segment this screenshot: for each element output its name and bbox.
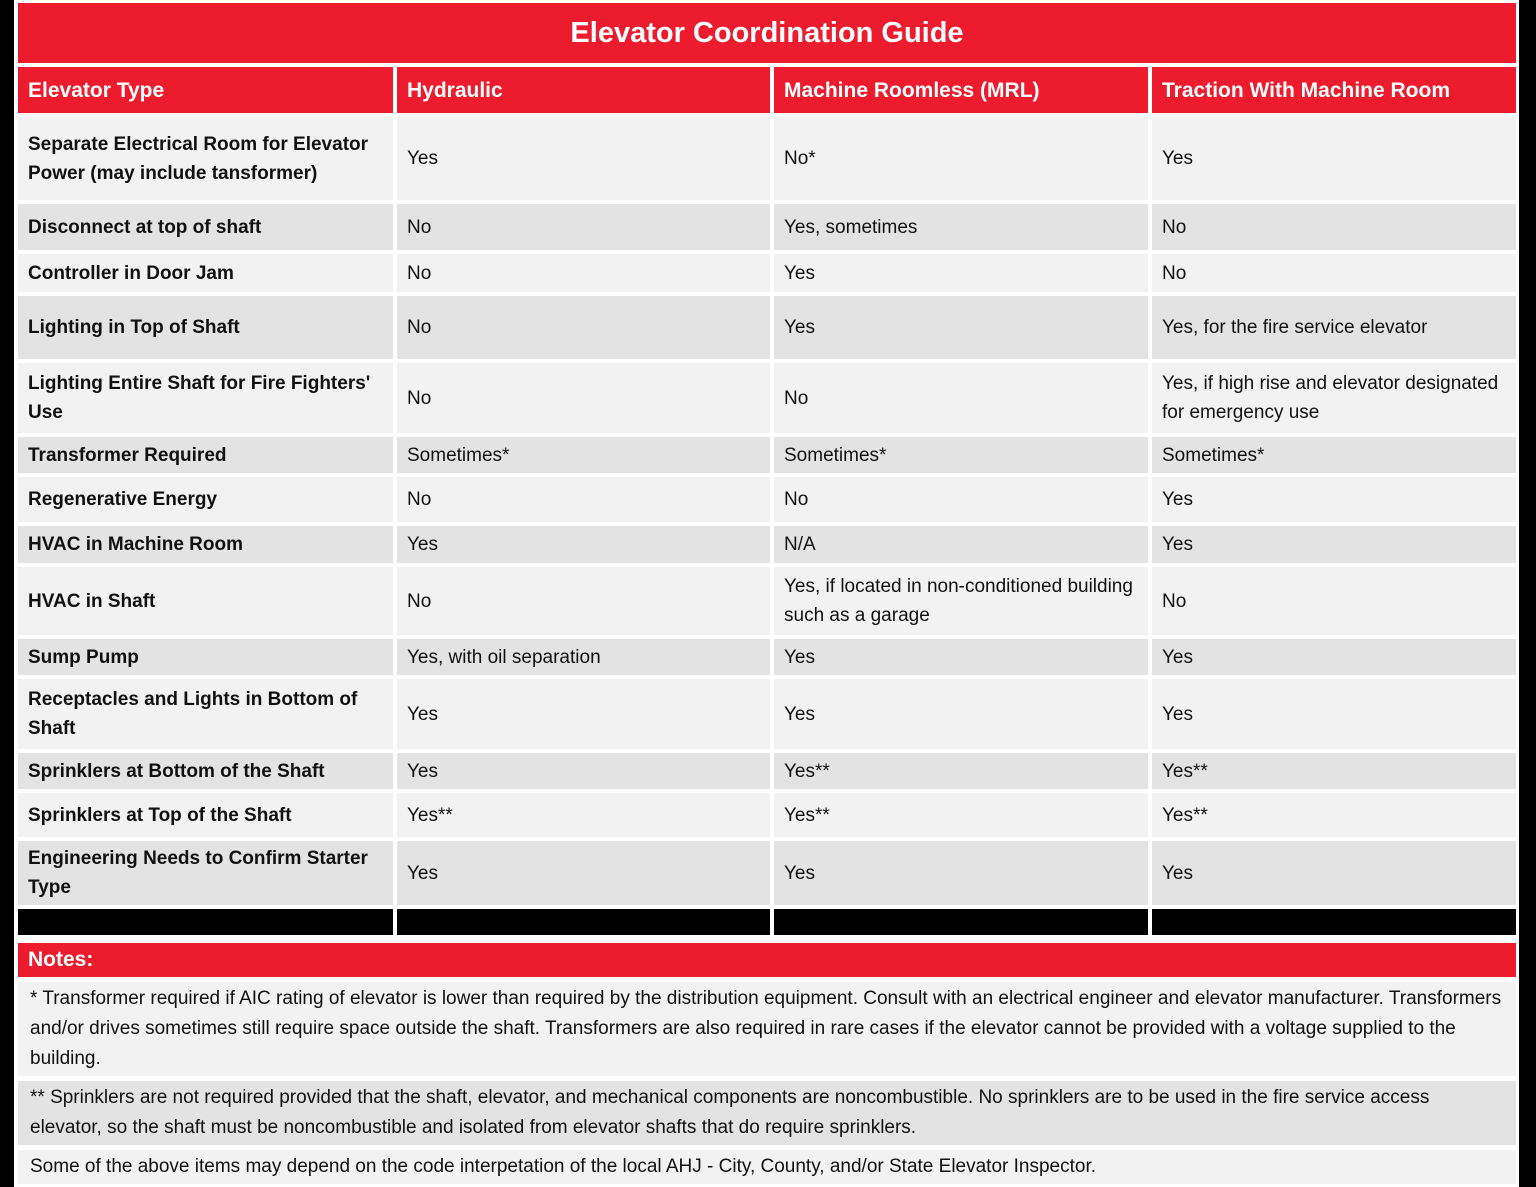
row-value: Yes [397, 526, 770, 563]
black-separator-cell [18, 909, 393, 935]
notes-header: Notes: [18, 943, 1516, 977]
table-body: Separate Electrical Room for Elevator Po… [18, 117, 1516, 905]
row-label: Lighting Entire Shaft for Fire Fighters'… [18, 363, 393, 433]
row-value: Yes** [774, 753, 1148, 789]
page-content: Elevator Coordination Guide Elevator Typ… [18, 3, 1516, 1187]
black-separator-cell [1152, 909, 1516, 935]
row-label: Sprinklers at Bottom of the Shaft [18, 753, 393, 789]
row-value: No [1152, 254, 1516, 292]
column-header-1: Hydraulic [397, 67, 770, 113]
table-row: Sprinklers at Bottom of the Shaft Yes Yes*… [18, 753, 1516, 789]
black-separator-cell [397, 909, 770, 935]
row-value: Yes** [1152, 793, 1516, 837]
row-value: N/A [774, 526, 1148, 563]
table-row: Separate Electrical Room for Elevator Po… [18, 117, 1516, 200]
note-item: ** Sprinklers are not required provided … [18, 1081, 1516, 1145]
row-value: Yes [774, 679, 1148, 749]
row-value: No [397, 254, 770, 292]
row-value: Yes, for the fire service elevator [1152, 296, 1516, 359]
page-title: Elevator Coordination Guide [18, 3, 1516, 63]
row-value: Sometimes* [1152, 437, 1516, 473]
row-label: Sump Pump [18, 639, 393, 675]
row-value: Yes [774, 639, 1148, 675]
table-row: HVAC in Shaft No Yes, if located in non-co… [18, 567, 1516, 635]
row-value: Yes [1152, 679, 1516, 749]
table-row: Transformer Required Sometimes* Sometimes*… [18, 437, 1516, 473]
row-label: Disconnect at top of shaft [18, 204, 393, 250]
row-value: Yes [774, 841, 1148, 905]
page-right-border [1519, 0, 1536, 1187]
row-label: Sprinklers at Top of the Shaft [18, 793, 393, 837]
table-row: Lighting in Top of Shaft No Yes Yes, for th… [18, 296, 1516, 359]
row-label: Controller in Door Jam [18, 254, 393, 292]
row-value: No [397, 204, 770, 250]
row-value: Yes** [774, 793, 1148, 837]
row-value: No [1152, 567, 1516, 635]
row-label: HVAC in Shaft [18, 567, 393, 635]
table-row: Sump Pump Yes, with oil separation Yes Yes [18, 639, 1516, 675]
row-value: Sometimes* [774, 437, 1148, 473]
black-separator-cell [774, 909, 1148, 935]
table-row: Lighting Entire Shaft for Fire Fighters'… [18, 363, 1516, 433]
row-value: Yes [1152, 841, 1516, 905]
row-value: Yes [1152, 639, 1516, 675]
note-item: Some of the above items may depend on th… [18, 1150, 1516, 1184]
column-header-0: Elevator Type [18, 67, 393, 113]
row-label: HVAC in Machine Room [18, 526, 393, 563]
column-header-3: Traction With Machine Room [1152, 67, 1516, 113]
row-label: Engineering Needs to Confirm Starter Typ… [18, 841, 393, 905]
table-row: Engineering Needs to Confirm Starter Typ… [18, 841, 1516, 905]
row-value: Yes [1152, 526, 1516, 563]
row-value: No [397, 296, 770, 359]
table-row: Controller in Door Jam No Yes No [18, 254, 1516, 292]
table-row: Disconnect at top of shaft No Yes, sometim… [18, 204, 1516, 250]
row-value: Yes [1152, 477, 1516, 522]
table-row: Receptacles and Lights in Bottom of Shaf… [18, 679, 1516, 749]
table-row: HVAC in Machine Room Yes N/A Yes [18, 526, 1516, 563]
black-separator-row [18, 909, 1516, 935]
row-value: No [397, 477, 770, 522]
row-value: Yes [397, 679, 770, 749]
row-value: Yes [774, 254, 1148, 292]
row-value: Yes, sometimes [774, 204, 1148, 250]
row-label: Regenerative Energy [18, 477, 393, 522]
table-header-row: Elevator Type Hydraulic Machine Roomless (… [18, 67, 1516, 113]
row-label: Transformer Required [18, 437, 393, 473]
row-value: No [397, 567, 770, 635]
row-value: Yes, if located in non-conditioned build… [774, 567, 1148, 635]
row-value: Yes [397, 117, 770, 200]
row-value: No [397, 363, 770, 433]
row-value: Yes [397, 753, 770, 789]
row-value: No* [774, 117, 1148, 200]
row-value: Yes** [397, 793, 770, 837]
notes-section: * Transformer required if AIC rating of … [18, 982, 1516, 1184]
row-value: Yes, if high rise and elevator designate… [1152, 363, 1516, 433]
row-value: Yes, with oil separation [397, 639, 770, 675]
row-value: No [774, 477, 1148, 522]
row-label: Receptacles and Lights in Bottom of Shaf… [18, 679, 393, 749]
row-label: Separate Electrical Room for Elevator Po… [18, 117, 393, 200]
row-value: Yes [774, 296, 1148, 359]
page-left-border [0, 0, 14, 1187]
row-label: Lighting in Top of Shaft [18, 296, 393, 359]
row-value: Yes** [1152, 753, 1516, 789]
table-row: Sprinklers at Top of the Shaft Yes** Yes**… [18, 793, 1516, 837]
row-value: Sometimes* [397, 437, 770, 473]
row-value: No [774, 363, 1148, 433]
table-row: Regenerative Energy No No Yes [18, 477, 1516, 522]
column-header-2: Machine Roomless (MRL) [774, 67, 1148, 113]
row-value: No [1152, 204, 1516, 250]
row-value: Yes [1152, 117, 1516, 200]
note-item: * Transformer required if AIC rating of … [18, 982, 1516, 1076]
row-value: Yes [397, 841, 770, 905]
